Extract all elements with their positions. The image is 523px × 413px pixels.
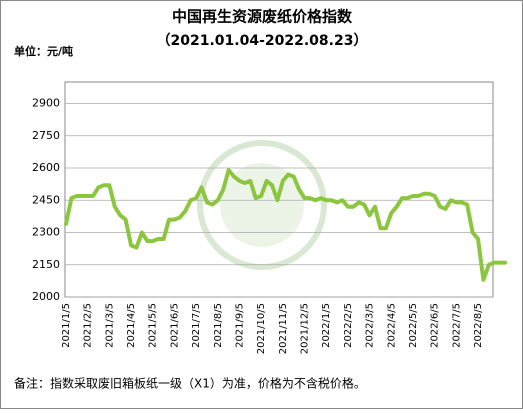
unit-label: 单位：元/吨 [14, 44, 73, 58]
data-line [64, 168, 508, 282]
x-tick-label: 2022/5/5 [408, 303, 419, 348]
x-tick-label: 2021/8/5 [213, 303, 224, 348]
footnote: 备注：指数采取废旧箱板纸一级（X1）为准，价格为不含税价格。 [14, 376, 366, 391]
y-tick-label: 2150 [32, 258, 60, 271]
x-tick-label: 2022/6/5 [430, 303, 441, 348]
chart-subtitle: （2021.01.04-2022.08.23） [157, 33, 368, 49]
x-tick-label: 2021/6/5 [169, 303, 180, 348]
x-tick-label: 2021/12/5 [300, 303, 311, 354]
x-tick-label: 2021/10/5 [256, 303, 267, 354]
x-tick-label: 2022/4/5 [386, 303, 397, 348]
x-tick-label: 2022/3/5 [365, 303, 376, 348]
x-tick-label: 2022/1/5 [321, 303, 332, 348]
x-tick-label: 2021/4/5 [126, 303, 137, 348]
y-tick-label: 2450 [32, 193, 60, 206]
y-tick-label: 2900 [32, 97, 60, 110]
x-tick-label: 2021/7/5 [191, 303, 202, 348]
x-tick-label: 2022/2/5 [343, 303, 354, 348]
x-tick-label: 2022/8/5 [473, 303, 484, 348]
y-tick-label: 2600 [32, 161, 60, 174]
x-tick-label: 2021/3/5 [104, 303, 115, 348]
x-tick-label: 2022/7/5 [451, 303, 462, 348]
y-tick-label: 2300 [32, 226, 60, 239]
x-tick-label: 2021/5/5 [148, 303, 159, 348]
chart-title: 中国再生资源废纸价格指数 [172, 8, 353, 26]
x-tick-label: 2021/11/5 [278, 303, 289, 354]
y-tick-label: 2000 [32, 290, 60, 303]
x-tick-label: 2021/9/5 [234, 303, 245, 348]
x-tick-label: 2021/2/5 [83, 303, 94, 348]
x-tick-label: 2021/1/5 [61, 303, 72, 348]
y-tick-label: 2750 [32, 129, 60, 142]
